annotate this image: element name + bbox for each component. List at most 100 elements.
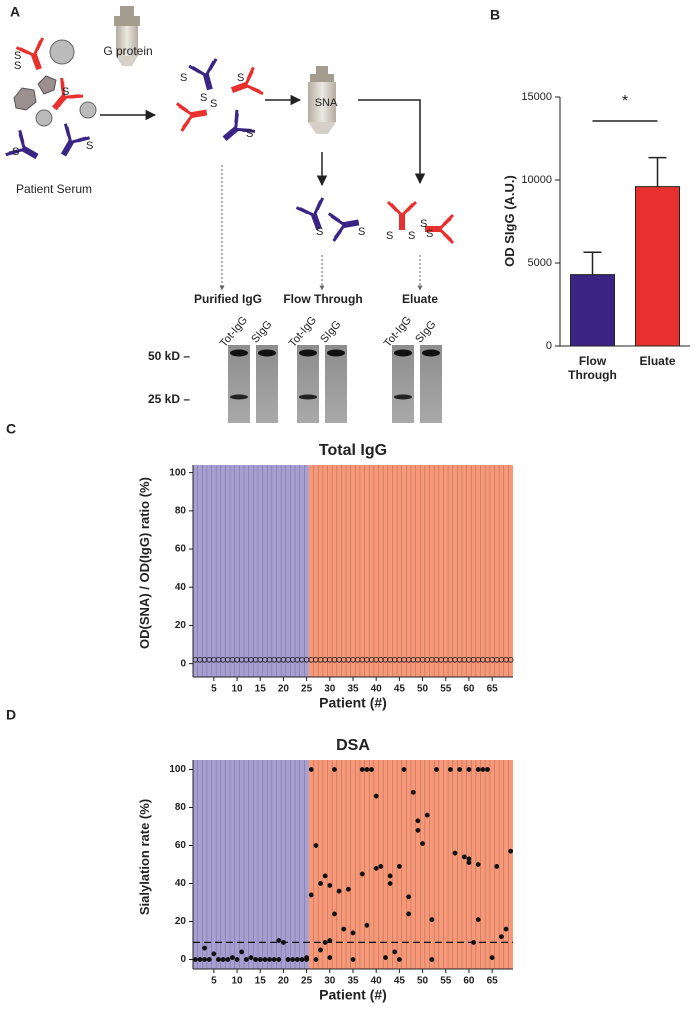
x-tick-label: 15 [255, 976, 267, 987]
gel-lane [420, 345, 442, 423]
sialic-label: S [12, 146, 19, 158]
x-tick-label: 25 [301, 684, 313, 695]
sialic-label: S [386, 230, 393, 242]
gel-band [258, 349, 276, 357]
data-point [387, 881, 393, 886]
data-point [373, 793, 379, 799]
data-point [271, 957, 277, 962]
data-point [350, 930, 356, 936]
data-point [308, 892, 314, 898]
data-point [489, 955, 495, 961]
x-tick-label: 30 [324, 684, 336, 695]
data-point [508, 848, 514, 854]
data-point [276, 957, 282, 962]
fraction-label: Flow Through [283, 292, 362, 306]
data-point [336, 888, 342, 894]
data-point [415, 827, 421, 833]
protein [37, 75, 57, 95]
gel-band [327, 349, 345, 357]
bar [635, 186, 680, 347]
data-point [396, 863, 402, 869]
x-tick-label: 50 [417, 684, 429, 695]
x-tick-label: 10 [231, 684, 243, 695]
y-tick-label: 0 [180, 954, 186, 965]
data-point [331, 911, 337, 917]
data-point [503, 926, 509, 932]
data-point [341, 926, 347, 932]
data-point [494, 863, 500, 869]
data-point [392, 949, 398, 955]
diagram: S S S S S S S S S S [4, 6, 455, 423]
source-label: Patient Serum [16, 182, 92, 196]
y-axis-label: OD SIgG (A.U.) [502, 174, 517, 267]
gel-band [299, 394, 317, 400]
sialic-label: S [14, 50, 21, 62]
gel-band [299, 349, 317, 357]
gel-lane [297, 345, 319, 423]
y-tick-label: 5000 [528, 257, 552, 269]
data-point [485, 767, 490, 772]
lane-label: Tot-IgG [218, 314, 250, 349]
data-point [267, 957, 272, 962]
data-point [211, 951, 217, 957]
lane-label: SIgG [413, 318, 438, 345]
data-point [322, 873, 328, 879]
sialic-label: S [237, 72, 244, 84]
data-point [406, 911, 412, 917]
column-tip [116, 56, 138, 66]
data-point [257, 957, 263, 962]
data-point [359, 871, 365, 877]
data-point [313, 843, 319, 848]
data-point [429, 957, 435, 962]
sialic-label: S [210, 98, 217, 110]
gel-band [230, 349, 248, 357]
gel-band [394, 349, 412, 357]
gel-lane [256, 345, 278, 423]
x-tick-label: 55 [440, 976, 452, 987]
data-point [318, 881, 323, 886]
gel-lane [392, 345, 414, 423]
y-tick-label: 60 [175, 840, 187, 851]
data-point [475, 862, 481, 867]
y-tick-label: 100 [169, 764, 186, 775]
data-point [304, 957, 310, 962]
data-point [424, 812, 430, 818]
column-cap [310, 74, 334, 82]
panel-label: C [6, 421, 16, 437]
data-point [396, 957, 402, 962]
data-point [350, 957, 356, 962]
x-tick-label: 30 [324, 976, 336, 987]
protein [35, 109, 53, 127]
column [116, 26, 138, 56]
data-point [507, 657, 514, 663]
data-point [318, 947, 323, 953]
gel-lane [325, 345, 347, 423]
x-tick-label: 60 [463, 684, 475, 695]
y-tick-label: 60 [175, 544, 187, 555]
protein [49, 39, 75, 65]
marker-label: 25 kD – [148, 392, 190, 406]
data-point [452, 850, 458, 856]
sialic-label: S [358, 226, 365, 238]
arrow [358, 99, 426, 185]
antibody [386, 200, 418, 232]
y-tick-label: 100 [169, 467, 186, 478]
group-region [308, 465, 513, 677]
data-point [401, 767, 407, 772]
column-cap [120, 6, 134, 16]
y-tick-label: 80 [175, 802, 187, 813]
data-point [290, 957, 296, 962]
fraction-label: Purified IgG [194, 292, 262, 306]
data-point [461, 854, 467, 860]
sialic-label: S [420, 218, 427, 230]
x-tick-label: 65 [487, 684, 499, 695]
marker-label: 50 kD – [148, 349, 190, 363]
antibody [187, 57, 225, 95]
gel-lane [228, 345, 250, 423]
x-tick-label: 65 [487, 976, 499, 987]
data-point [410, 789, 416, 795]
data-point [383, 955, 388, 961]
antibody [327, 207, 363, 243]
panel-label: B [490, 7, 500, 23]
y-tick-label: 20 [175, 620, 187, 631]
